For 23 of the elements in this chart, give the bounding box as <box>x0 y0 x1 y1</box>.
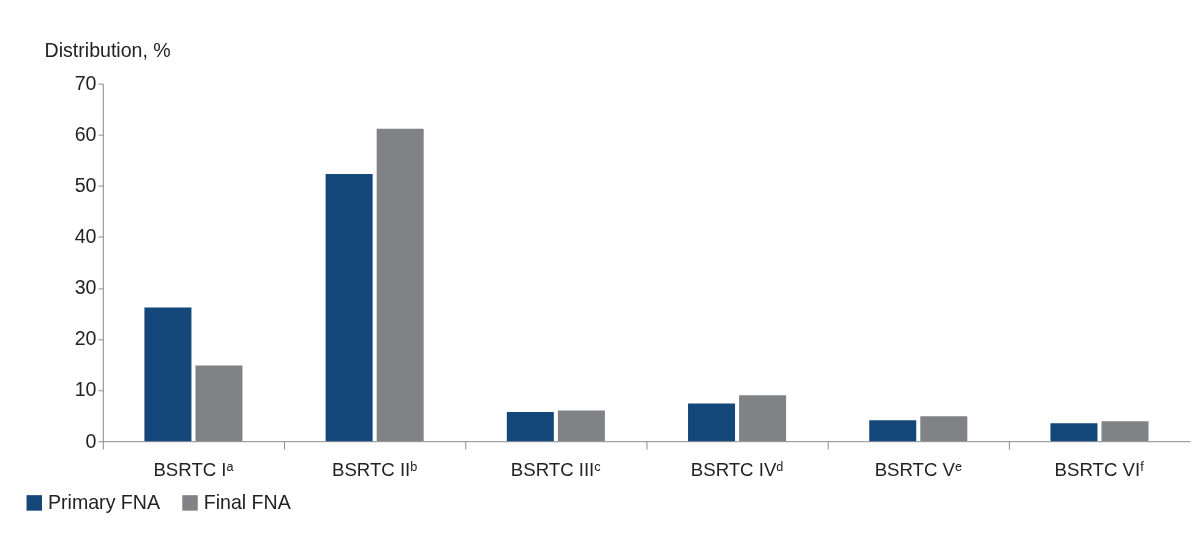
y-tick-label: 30 <box>74 276 97 299</box>
bar <box>325 174 373 442</box>
y-tick-label: 70 <box>74 72 97 95</box>
bar <box>1050 423 1098 442</box>
bar <box>144 307 192 442</box>
y-tick-label: 20 <box>74 327 97 350</box>
bar <box>506 412 554 442</box>
bar <box>688 403 736 442</box>
y-tick-label: 10 <box>74 378 97 401</box>
y-tick-label: 40 <box>74 225 97 248</box>
x-tick-label: BSRTC VIᶠ <box>1054 458 1145 480</box>
y-tick-label: 0 <box>85 429 97 452</box>
legend-label: Final FNA <box>203 490 292 513</box>
y-axis-title: Distribution, % <box>44 38 171 61</box>
y-tick-label: 50 <box>74 174 97 197</box>
bar <box>869 420 917 442</box>
x-tick-label: BSRTC IIᵇ <box>332 458 418 480</box>
x-tick-label: BSRTC IVᵈ <box>690 458 784 480</box>
legend-label: Primary FNA <box>48 490 161 513</box>
x-tick-label: BSRTC Iᵃ <box>153 458 235 480</box>
y-tick-label: 60 <box>74 123 97 146</box>
x-tick-label: BSRTC IIIᶜ <box>510 458 602 480</box>
x-tick-label: BSRTC Vᵉ <box>874 458 962 480</box>
